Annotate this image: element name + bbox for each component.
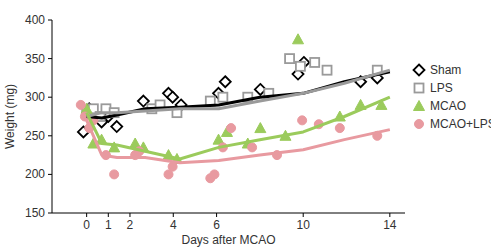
chart: 150 200 250 300 350 400 0 1 2 4 6 10 14 Days after MC… (0, 0, 491, 248)
point (227, 124, 236, 133)
x-axis (52, 213, 405, 214)
point (310, 58, 319, 67)
x-tick-label: 2 (127, 218, 134, 232)
x-tick-label: 1 (105, 218, 112, 232)
point (76, 100, 85, 109)
legend-label: LPS (430, 81, 453, 95)
x-tick-label: 4 (170, 218, 177, 232)
y-tick (48, 213, 52, 214)
point (293, 34, 304, 44)
point (248, 143, 257, 152)
point (285, 54, 294, 63)
x-tick-label: 6 (213, 218, 220, 232)
y-tick-label: 300 (25, 90, 45, 104)
series (78, 57, 383, 137)
point (167, 92, 178, 103)
y-tick-label: 400 (25, 13, 45, 27)
y-axis (52, 20, 53, 213)
x-tick (389, 213, 390, 217)
point (111, 121, 122, 132)
legend-label: MCAO (430, 99, 466, 113)
x-tick (216, 213, 217, 217)
y-axis-title: Weight (mg) (3, 84, 17, 149)
x-tick-label: 0 (83, 218, 90, 232)
x-tick (129, 213, 130, 217)
point (323, 66, 332, 75)
point (296, 62, 305, 71)
point (335, 124, 344, 133)
mean-line (87, 120, 390, 162)
legend: Sham LPS MCAO MCAO+LPS (414, 63, 491, 131)
x-tick-label: 10 (297, 218, 311, 232)
x-tick (173, 213, 174, 217)
point (298, 116, 307, 125)
x-axis-title: Days after MCAO (181, 233, 275, 247)
legend-marker (414, 65, 425, 76)
mean-line (87, 70, 390, 116)
point (220, 76, 231, 87)
y-tick (48, 20, 52, 21)
y-tick (48, 135, 52, 136)
y-tick-label: 350 (25, 52, 45, 66)
y-tick (48, 58, 52, 59)
point (210, 170, 219, 179)
legend-marker (414, 101, 425, 111)
x-tick (303, 213, 304, 217)
point (255, 123, 266, 133)
y-tick-label: 150 (25, 206, 45, 220)
legend-marker (415, 84, 424, 93)
x-tick-label: 14 (383, 218, 397, 232)
mean-line (87, 97, 390, 159)
legend-label: MCAO+LPS (430, 117, 491, 131)
y-tick (48, 97, 52, 98)
point (218, 93, 227, 102)
plot-area (76, 34, 390, 183)
x-tick (86, 213, 87, 217)
legend-label: Sham (430, 63, 461, 77)
point (110, 170, 119, 179)
y-tick-label: 200 (25, 167, 45, 181)
y-tick-label: 250 (25, 129, 45, 143)
x-tick (108, 213, 109, 217)
y-tick (48, 174, 52, 175)
legend-marker (415, 120, 424, 129)
